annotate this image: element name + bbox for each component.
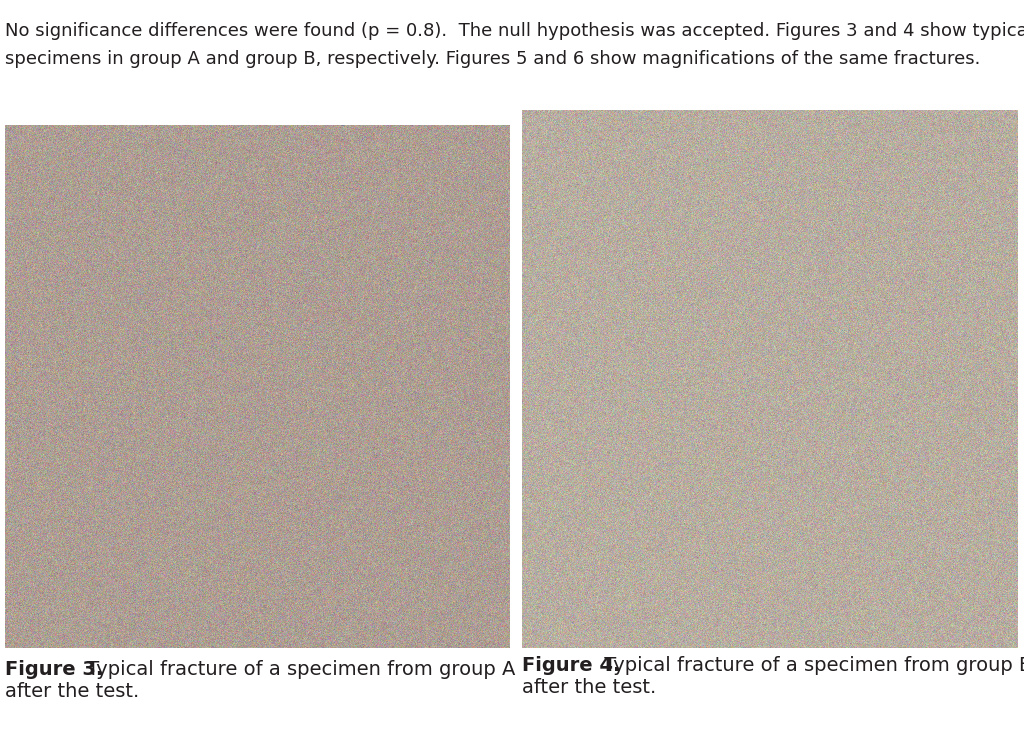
Text: after the test.: after the test. xyxy=(522,678,656,697)
Text: Figure 4.: Figure 4. xyxy=(522,656,621,675)
Text: after the test.: after the test. xyxy=(5,682,139,701)
Text: specimens in group A and group B, respectively. Figures 5 and 6 show magnificati: specimens in group A and group B, respec… xyxy=(5,50,980,68)
Text: Figure 3.: Figure 3. xyxy=(5,660,103,679)
Text: No significance differences were found (p = 0.8).  The null hypothesis was accep: No significance differences were found (… xyxy=(5,22,1024,40)
Text: Typical fracture of a specimen from group B: Typical fracture of a specimen from grou… xyxy=(598,656,1024,675)
Text: Typical fracture of a specimen from group A: Typical fracture of a specimen from grou… xyxy=(81,660,515,679)
